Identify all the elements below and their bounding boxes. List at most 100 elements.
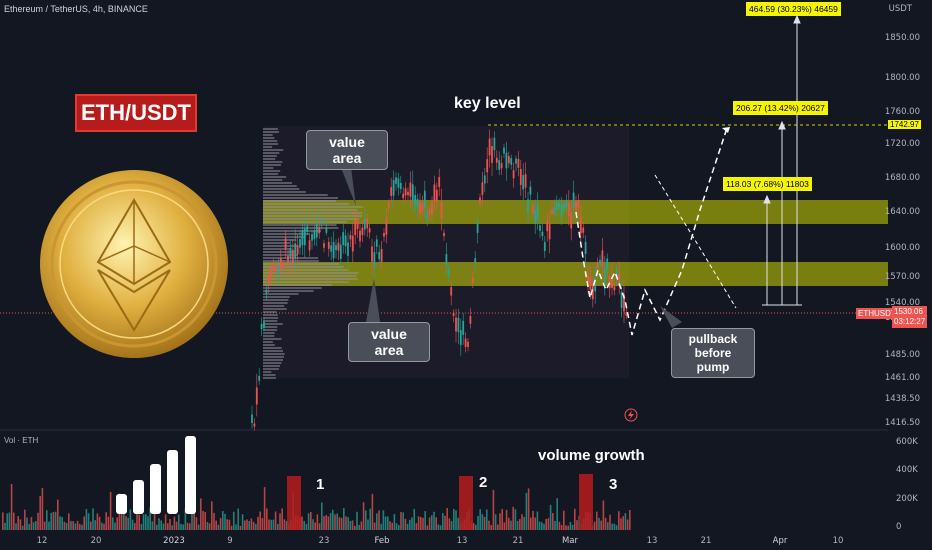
volume-bar <box>356 511 358 530</box>
candle-body <box>493 137 496 151</box>
volume-bar <box>607 522 609 530</box>
volume-bar <box>200 498 202 530</box>
candle-body <box>512 170 515 179</box>
volume-bar <box>283 519 286 530</box>
volume-bar <box>204 512 206 530</box>
candle-body <box>603 268 606 284</box>
measure-badge-1: 118.03 (7.68%) 11803 <box>723 177 812 191</box>
volume-bar <box>534 517 536 530</box>
candle-body <box>515 158 517 164</box>
volume-bar <box>543 523 545 530</box>
candle-body <box>519 169 522 185</box>
candle-body <box>440 202 443 219</box>
profile-bar <box>263 185 297 187</box>
profile-bar <box>263 263 339 265</box>
candle-body <box>318 226 321 234</box>
volume-bar <box>620 518 622 530</box>
volume-bar <box>391 522 393 530</box>
volume-bar <box>393 514 396 530</box>
volume-bar <box>545 519 547 530</box>
candle-body <box>608 276 611 289</box>
volume-bar <box>237 508 239 530</box>
flash-icon[interactable] <box>624 408 638 422</box>
candle-body <box>579 217 582 234</box>
volume-bar <box>17 516 19 530</box>
volume-bar <box>96 513 99 530</box>
candle-body <box>330 245 333 252</box>
profile-bar <box>263 266 344 268</box>
volume-bar <box>560 525 563 530</box>
volume-bar <box>494 514 497 530</box>
candle-body <box>433 184 436 202</box>
candle-body <box>287 255 289 267</box>
volume-bar <box>338 517 341 530</box>
volume-bar <box>239 526 242 530</box>
volume-bar <box>246 519 248 530</box>
candle-body <box>368 228 371 233</box>
volume-bar <box>127 517 129 530</box>
volume-bar <box>327 516 330 530</box>
volume-bar <box>4 522 6 530</box>
candle-body <box>313 230 316 240</box>
volume-bar <box>222 511 224 530</box>
volume-bar <box>411 517 413 530</box>
volume-bar <box>149 507 151 530</box>
candle-body <box>623 294 625 312</box>
candle-body <box>354 219 357 236</box>
volume-bar <box>303 520 305 530</box>
candle-body <box>431 202 433 215</box>
volume-bar <box>257 516 259 530</box>
volume-bar <box>574 508 576 530</box>
volume-bar <box>563 510 565 530</box>
candle-body <box>306 226 309 232</box>
volume-bar <box>420 517 422 530</box>
volume-bar <box>270 519 272 530</box>
profile-bar <box>263 197 338 199</box>
candle-body <box>522 175 525 190</box>
volume-bar <box>28 524 30 530</box>
profile-bar <box>263 167 274 169</box>
volume-bar <box>228 519 231 530</box>
volume-bar <box>105 512 107 530</box>
candle-body <box>390 187 393 196</box>
volume-bar <box>569 522 572 530</box>
volume-bar <box>499 513 501 530</box>
profile-bar <box>263 275 357 277</box>
volume-bar <box>431 515 433 530</box>
profile-bar <box>263 341 273 343</box>
volume-bar <box>600 520 602 530</box>
volume-bar <box>206 522 209 530</box>
volume-bar <box>415 523 418 530</box>
volume-bar <box>233 511 235 530</box>
candle-body <box>260 324 263 330</box>
volume-growth-label: volume growth <box>538 447 645 464</box>
candle-body <box>503 147 505 154</box>
candle-body <box>587 275 589 287</box>
volume-bar <box>433 511 435 530</box>
volume-bar <box>435 517 437 530</box>
candle-body <box>378 252 381 260</box>
price-tick: 1540.00 <box>884 298 920 308</box>
candle-body <box>527 199 529 212</box>
volume-bar <box>428 517 431 530</box>
candle-body <box>447 269 450 275</box>
volume-bar <box>230 525 233 530</box>
volume-bar <box>477 516 479 530</box>
volume-bar <box>519 519 521 530</box>
profile-bar <box>263 323 283 325</box>
volume-bar <box>184 508 187 530</box>
profile-bar <box>263 308 287 310</box>
volume-bar <box>138 514 140 530</box>
candle-body <box>337 242 340 251</box>
candle-body <box>471 277 474 284</box>
volume-bar <box>131 519 134 530</box>
volume-bar <box>329 513 332 530</box>
volume-bar <box>2 512 4 530</box>
volume-bar <box>136 511 138 530</box>
profile-bar <box>263 368 279 370</box>
profile-bar <box>263 359 283 361</box>
candle-body <box>397 178 400 188</box>
volume-growth-icon <box>116 436 196 514</box>
